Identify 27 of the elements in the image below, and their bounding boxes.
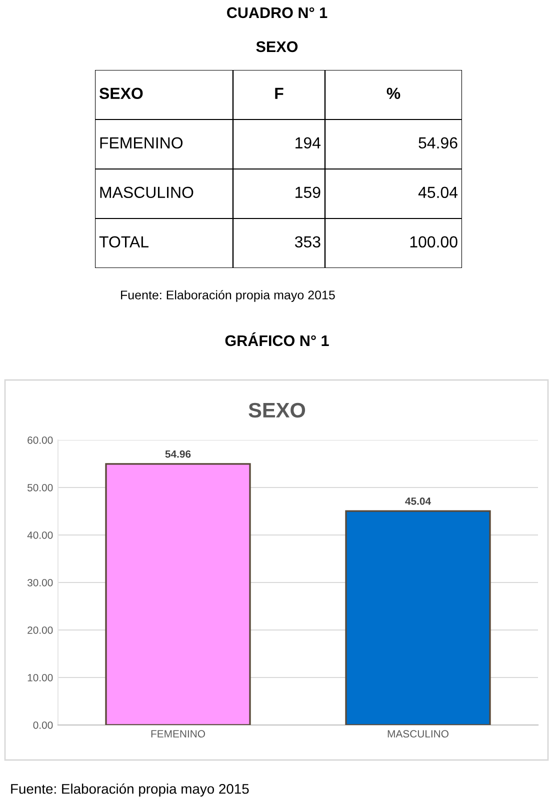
y-tick-label: 0.00 [33,722,53,729]
text: TOTAL [99,236,148,248]
y-tick-label: 20.00 [28,626,53,634]
data-label: 45.04 [405,497,431,505]
y-tick-label: 10.00 [28,674,53,682]
source-note: Fuente: Elaboración propia mayo 2015 [121,290,335,302]
text: % [386,88,400,100]
text: SEXO [256,41,298,52]
text: 45.04 [418,186,458,198]
source-note: Fuente: Elaboración propia mayo 2015 [11,783,249,797]
text: 100.00 [410,236,458,248]
text: 353 [294,236,320,248]
text: 194 [296,137,321,149]
y-tick-label: 50.00 [27,484,53,492]
text: GRÁFICO N° 1 [225,332,329,346]
text: FEMENINO [100,137,183,149]
text: CUADRO N° 1 [227,7,328,18]
text: 54.96 [418,137,458,149]
y-tick-label: 60.00 [28,436,53,444]
y-tick-label: 40.00 [27,532,53,539]
text: SEXO [99,88,143,100]
y-tick-label: 30.00 [27,579,53,586]
chart-title: SEXO [248,402,306,418]
text: F [275,88,284,99]
text: MASCULINO [100,186,194,198]
text: 159 [296,186,320,198]
data-label: 54.96 [165,450,191,458]
